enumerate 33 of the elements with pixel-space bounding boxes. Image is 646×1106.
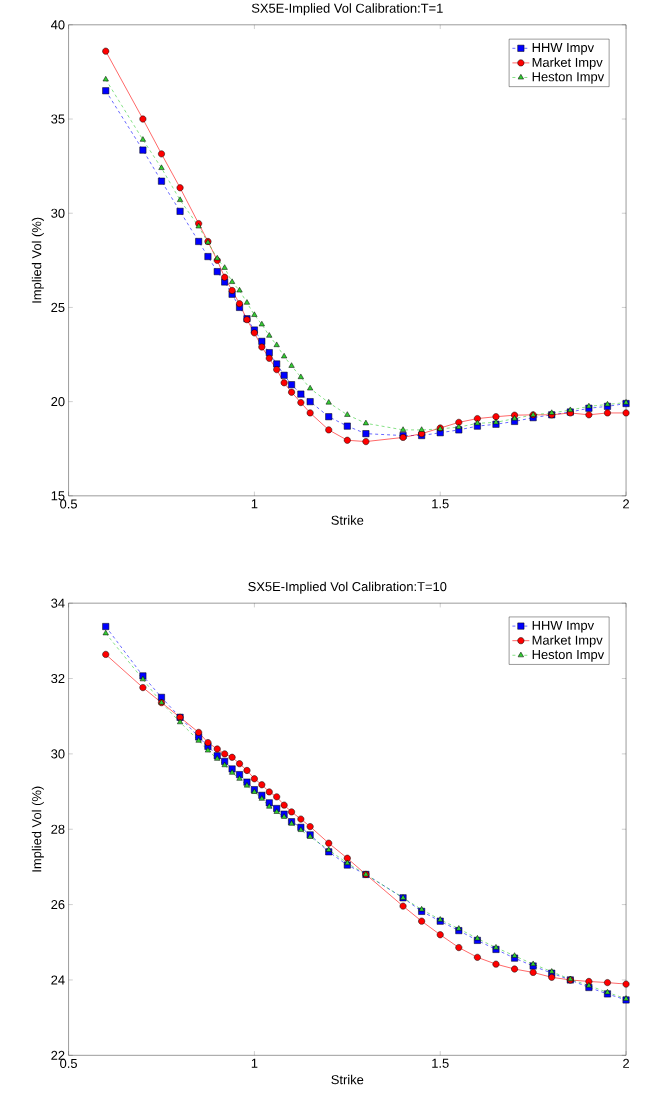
y-tick-label: 30 [51,749,65,759]
x-tick-label: 2 [623,1058,630,1068]
y-tick-label: 28 [51,824,65,834]
x-axis-title: Strike [331,515,364,525]
y-tick-label: 20 [51,397,65,407]
y-tick-label: 40 [51,20,65,30]
chart-title: SX5E-Implied Vol Calibration:T=1 [251,3,443,16]
y-tick-label: 22 [51,1050,65,1060]
y-axis-title: Implied Vol (%) [31,217,44,303]
x-tick-label: 2 [623,499,630,509]
legend-label: Heston Impv [532,650,605,662]
x-tick-label: 0.5 [60,499,78,509]
y-tick-label: 15 [51,491,65,501]
x-tick-label: 0.5 [60,1058,78,1068]
y-tick-label: 25 [51,302,65,312]
x-tick-label: 1.5 [432,1058,449,1068]
chart-title: SX5E-Implied Vol Calibration:T=10 [248,581,447,594]
legend-label: HHW Impv [532,43,595,55]
y-axis-title: Implied Vol (%) [31,786,44,872]
x-tick-label: 1.5 [432,499,449,509]
y-tick-label: 26 [51,900,65,910]
y-tick-label: 34 [51,598,65,608]
legend-label: HHW Impv [532,620,595,633]
y-tick-label: 35 [51,114,65,124]
y-tick-label: 32 [51,673,65,684]
legend-label: Market Impv [532,635,603,648]
x-axis-title: Strike [331,1074,364,1085]
x-tick-label: 1 [251,1058,258,1068]
legend-label: Heston Impv [532,72,605,84]
x-tick-label: 1 [251,499,258,509]
legend-label: Market Impv [532,57,603,70]
y-tick-label: 30 [51,208,65,218]
y-tick-label: 24 [51,975,65,985]
